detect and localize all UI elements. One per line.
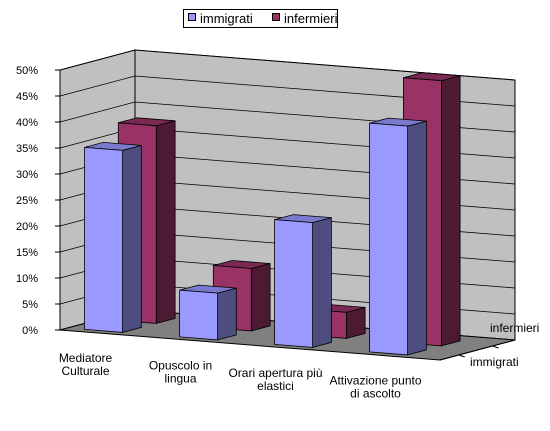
- y-tick-label: 45%: [16, 91, 38, 103]
- legend-swatch-infermieri: [272, 13, 280, 21]
- y-tick-label: 50%: [16, 65, 38, 77]
- bar-immigrati-3-front: [369, 122, 409, 356]
- bar-immigrati-0: [84, 141, 142, 333]
- depth-tick: [458, 354, 465, 358]
- bar-immigrati-1-front: [179, 289, 219, 341]
- x-tick-label: Opuscolo in lingua: [149, 358, 212, 385]
- y-tick-label: 5%: [22, 299, 38, 311]
- legend: immigrati infermieri: [183, 9, 338, 28]
- bar-immigrati-0-front: [84, 146, 123, 333]
- bar-infermieri-0-side: [155, 120, 176, 324]
- depth-label: infermieri: [490, 321, 539, 335]
- x-tick-label: Orari apertura più elastici: [228, 366, 322, 393]
- bar-infermieri-3-side: [440, 75, 461, 347]
- depth-label: immigrati: [470, 355, 519, 369]
- legend-label-immigrati: immigrati: [200, 11, 253, 26]
- bar-immigrati-3-side: [407, 120, 427, 356]
- y-tick-label: 0%: [22, 325, 38, 337]
- gridline: [59, 75, 516, 107]
- y-tick-label: 10%: [16, 273, 38, 285]
- gridline: [59, 49, 516, 81]
- bar-immigrati-2-side: [312, 217, 332, 348]
- bar-immigrati-1: [179, 284, 237, 341]
- legend-label-infermieri: infermieri: [284, 11, 338, 26]
- bar-immigrati-1-side: [217, 287, 237, 341]
- bar-immigrati-2-front: [274, 219, 314, 348]
- bar-immigrati-3: [369, 117, 427, 356]
- x-tick-label: Mediatore Culturale: [59, 351, 113, 378]
- bar-infermieri-1-side: [250, 262, 271, 332]
- y-tick-label: 15%: [16, 247, 38, 259]
- y-tick-label: 25%: [16, 195, 38, 207]
- y-tick-label: 40%: [16, 117, 38, 129]
- y-tick-label: 35%: [16, 143, 38, 155]
- bar-immigrati-2: [274, 214, 332, 348]
- y-tick-label: 20%: [16, 221, 38, 233]
- y-tick-label: 30%: [16, 169, 38, 181]
- legend-swatch-immigrati: [188, 13, 196, 21]
- depth-axis: [439, 339, 516, 361]
- x-tick-label: Attivazione punto di ascolto: [329, 373, 421, 400]
- depth-tick: [492, 345, 499, 349]
- bar-immigrati-0-side: [122, 144, 142, 333]
